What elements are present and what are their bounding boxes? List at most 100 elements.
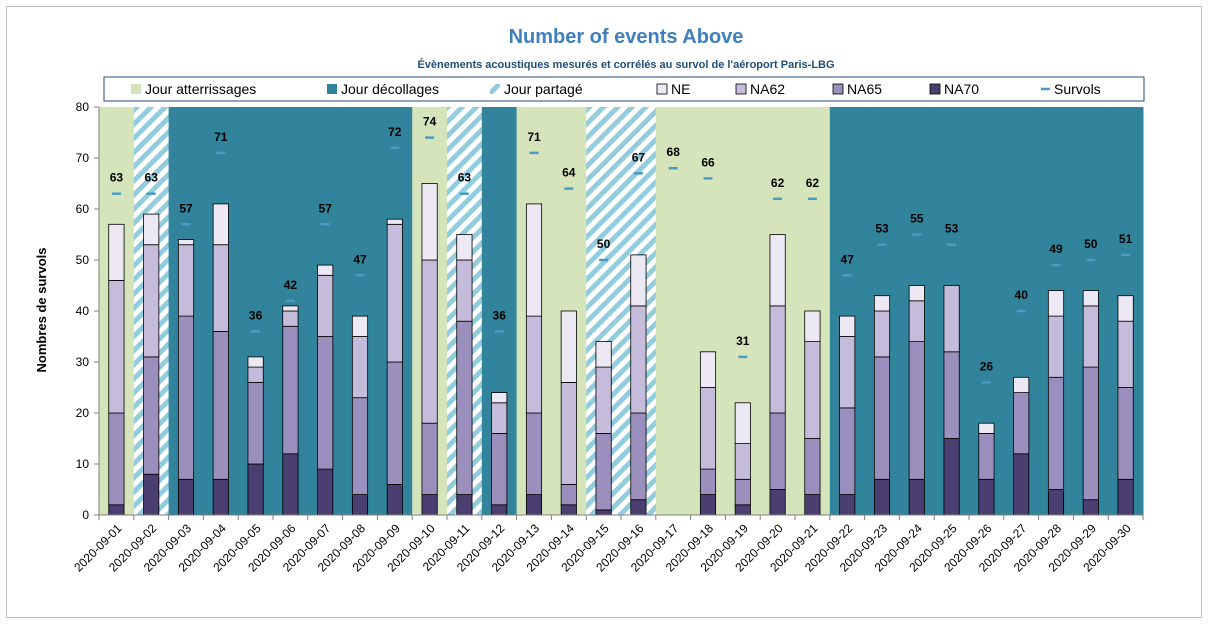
bar-na65-2020-09-07 — [317, 336, 334, 470]
bar-na70-2020-09-01 — [108, 504, 125, 516]
bar-ne-2020-09-26 — [978, 422, 995, 434]
background-bands — [99, 107, 1144, 515]
bar-na62-2020-09-16 — [630, 305, 647, 414]
survols-label-2020-09-09: 72 — [388, 125, 402, 139]
bar-na62-2020-09-25 — [943, 285, 960, 353]
bar-ne-2020-09-05 — [247, 356, 264, 368]
bar-na62-2020-09-03 — [177, 244, 195, 317]
survols-label-2020-09-22: 47 — [841, 252, 855, 266]
legend-swatch-na62 — [735, 83, 747, 95]
bar-na65-2020-09-16 — [630, 412, 647, 501]
bar-na65-2020-09-03 — [177, 315, 195, 480]
bar-na70-2020-09-08 — [351, 494, 369, 516]
bar-na70-2020-09-12 — [491, 504, 508, 516]
bar-na70-2020-09-02 — [143, 473, 160, 516]
bar-na65-2020-09-01 — [108, 412, 125, 506]
bar-na70-2020-09-22 — [839, 494, 856, 516]
bar-ne-2020-09-15 — [595, 341, 612, 368]
y-tick-label-0: 0 — [82, 508, 89, 522]
bar-ne-2020-09-12 — [491, 392, 508, 404]
legend-label-na70: NA70 — [944, 81, 979, 97]
bar-na70-2020-09-14 — [560, 504, 577, 516]
bar-ne-2020-09-01 — [108, 223, 125, 281]
legend-swatch-jour-partag- — [490, 84, 500, 94]
legend-swatch-ne — [656, 83, 668, 95]
bar-na70-2020-09-07 — [317, 468, 334, 516]
bar-ne-2020-09-19 — [734, 402, 751, 444]
bar-na62-2020-09-02 — [143, 244, 160, 358]
bar-ne-2020-09-04 — [212, 203, 229, 246]
bar-na70-2020-09-05 — [247, 463, 264, 516]
legend: Jour atterrissages Jour décollages Jour pa… — [103, 76, 1145, 102]
survols-label-2020-09-25: 53 — [945, 222, 959, 236]
bar-na65-2020-09-15 — [595, 432, 612, 511]
bar-na65-2020-09-29 — [1082, 366, 1099, 501]
bar-na62-2020-09-22 — [839, 336, 856, 409]
survols-label-2020-09-29: 50 — [1084, 237, 1098, 251]
day-band-2020-09-17 — [655, 107, 692, 515]
survols-label-2020-09-30: 51 — [1119, 232, 1133, 246]
bar-ne-2020-09-16 — [630, 254, 647, 307]
legend-label-jour-partag-: Jour partagé — [504, 81, 583, 97]
bar-ne-2020-09-28 — [1047, 290, 1065, 317]
bar-ne-2020-09-18 — [699, 351, 717, 388]
bar-ne-2020-09-24 — [908, 285, 925, 302]
bar-na70-2020-09-06 — [282, 453, 299, 516]
bar-ne-2020-09-07 — [317, 264, 334, 276]
bar-ne-2020-09-10 — [421, 183, 438, 261]
legend-label-na65: NA65 — [847, 81, 882, 97]
bar-na62-2020-09-28 — [1047, 315, 1065, 378]
bar-ne-2020-09-22 — [839, 315, 856, 337]
legend-label-na62: NA62 — [750, 81, 785, 97]
bar-na65-2020-09-30 — [1117, 387, 1134, 480]
survols-label-2020-09-27: 40 — [1015, 288, 1029, 302]
survols-label-2020-09-23: 53 — [875, 222, 889, 236]
bar-na62-2020-09-07 — [317, 274, 334, 337]
survols-label-2020-09-13: 71 — [527, 130, 541, 144]
bar-na70-2020-09-21 — [804, 494, 821, 516]
y-tick-label-60: 60 — [76, 202, 90, 216]
bar-na65-2020-09-23 — [873, 356, 891, 480]
bar-na70-2020-09-26 — [978, 478, 995, 516]
bar-ne-2020-09-23 — [873, 295, 891, 312]
y-tick-label-50: 50 — [76, 253, 90, 267]
survols-label-2020-09-12: 36 — [493, 308, 507, 322]
bar-ne-2020-09-03 — [177, 239, 195, 246]
bar-na65-2020-09-13 — [525, 412, 543, 495]
bar-na65-2020-09-05 — [247, 381, 264, 465]
y-tick-label-30: 30 — [76, 355, 90, 369]
bar-na62-2020-09-08 — [351, 336, 369, 399]
bar-na70-2020-09-28 — [1047, 489, 1065, 516]
bar-na62-2020-09-12 — [491, 402, 508, 434]
legend-swatch-na65 — [832, 83, 844, 95]
bar-na62-2020-09-24 — [908, 300, 925, 342]
survols-label-2020-09-15: 50 — [597, 237, 611, 251]
bar-ne-2020-09-06 — [282, 305, 299, 312]
y-tick-label-40: 40 — [76, 304, 90, 318]
bar-na62-2020-09-15 — [595, 366, 612, 434]
y-tick-label-70: 70 — [76, 151, 90, 165]
bar-na62-2020-09-01 — [108, 279, 125, 414]
bar-na62-2020-09-06 — [282, 310, 299, 327]
bar-ne-2020-09-14 — [560, 310, 577, 383]
bar-na65-2020-09-11 — [456, 320, 473, 496]
bar-na70-2020-09-04 — [212, 478, 229, 516]
survols-label-2020-09-17: 68 — [667, 145, 681, 159]
survols-label-2020-09-16: 67 — [632, 150, 646, 164]
bar-na62-2020-09-04 — [212, 244, 229, 332]
legend-label-jour-d-collages: Jour décollages — [341, 81, 439, 97]
survols-label-2020-09-03: 57 — [179, 201, 193, 215]
survols-label-2020-09-28: 49 — [1049, 242, 1063, 256]
legend-swatch-jour-atterrissages — [131, 84, 141, 94]
bar-na62-2020-09-20 — [769, 305, 786, 414]
bar-na65-2020-09-27 — [1013, 392, 1030, 455]
bar-na70-2020-09-27 — [1013, 453, 1030, 516]
bar-na70-2020-09-11 — [456, 494, 473, 516]
legend-swatch-na70 — [929, 83, 941, 95]
bar-na65-2020-09-02 — [143, 356, 160, 475]
bar-na70-2020-09-13 — [525, 494, 543, 516]
legend-label-jour-atterrissages: Jour atterrissages — [145, 81, 256, 97]
bar-na65-2020-09-06 — [282, 325, 299, 455]
bar-na70-2020-09-10 — [421, 494, 438, 516]
y-axis-label: Nombres de survols — [34, 248, 49, 373]
